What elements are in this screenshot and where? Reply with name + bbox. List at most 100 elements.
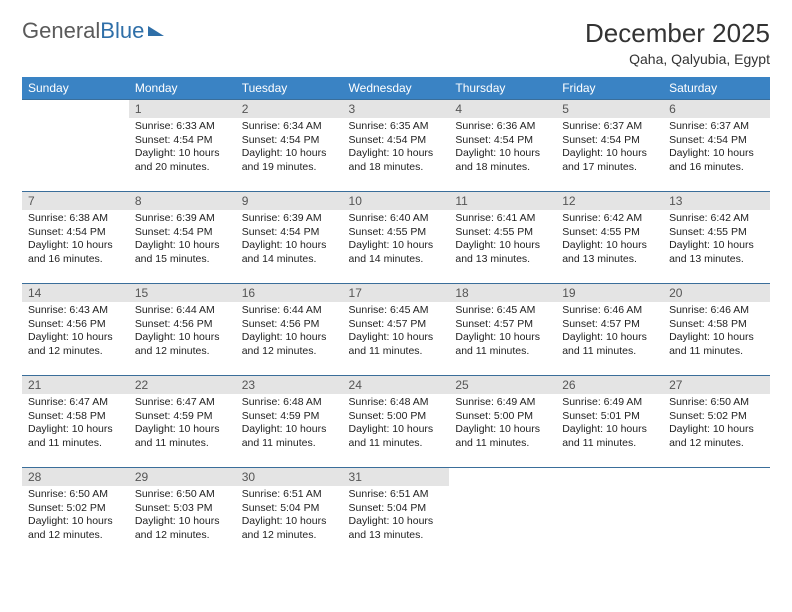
calendar-cell: 16Sunrise: 6:44 AMSunset: 4:56 PMDayligh… — [236, 284, 343, 376]
day-line: Sunset: 4:57 PM — [455, 318, 550, 332]
day-line: and 11 minutes. — [242, 437, 337, 451]
day-line: Sunrise: 6:35 AM — [349, 120, 444, 134]
day-body: Sunrise: 6:34 AMSunset: 4:54 PMDaylight:… — [236, 118, 343, 179]
calendar-cell: 20Sunrise: 6:46 AMSunset: 4:58 PMDayligh… — [663, 284, 770, 376]
day-line: Daylight: 10 hours — [669, 331, 764, 345]
day-line: Sunset: 4:56 PM — [28, 318, 123, 332]
header: GeneralBlue December 2025 Qaha, Qalyubia… — [22, 18, 770, 67]
day-line: Sunset: 4:54 PM — [135, 134, 230, 148]
day-line: Daylight: 10 hours — [28, 239, 123, 253]
day-line: Daylight: 10 hours — [28, 423, 123, 437]
day-number: 3 — [343, 100, 450, 118]
day-line: Sunset: 4:57 PM — [349, 318, 444, 332]
calendar-cell — [22, 100, 129, 192]
day-line: Sunset: 4:56 PM — [242, 318, 337, 332]
day-line: Sunset: 4:59 PM — [135, 410, 230, 424]
day-body: Sunrise: 6:37 AMSunset: 4:54 PMDaylight:… — [663, 118, 770, 179]
day-line: Sunrise: 6:48 AM — [349, 396, 444, 410]
calendar-cell: 12Sunrise: 6:42 AMSunset: 4:55 PMDayligh… — [556, 192, 663, 284]
day-line: Sunrise: 6:47 AM — [135, 396, 230, 410]
calendar-row: 1Sunrise: 6:33 AMSunset: 4:54 PMDaylight… — [22, 100, 770, 192]
day-line: and 12 minutes. — [135, 345, 230, 359]
calendar-row: 21Sunrise: 6:47 AMSunset: 4:58 PMDayligh… — [22, 376, 770, 468]
day-line: Sunset: 4:54 PM — [242, 134, 337, 148]
day-body: Sunrise: 6:48 AMSunset: 4:59 PMDaylight:… — [236, 394, 343, 455]
day-body: Sunrise: 6:46 AMSunset: 4:58 PMDaylight:… — [663, 302, 770, 363]
calendar-cell: 5Sunrise: 6:37 AMSunset: 4:54 PMDaylight… — [556, 100, 663, 192]
day-line: Sunrise: 6:46 AM — [669, 304, 764, 318]
calendar-cell: 11Sunrise: 6:41 AMSunset: 4:55 PMDayligh… — [449, 192, 556, 284]
day-number: 25 — [449, 376, 556, 394]
day-line: and 12 minutes. — [28, 529, 123, 543]
day-line: and 12 minutes. — [669, 437, 764, 451]
day-line: Daylight: 10 hours — [242, 515, 337, 529]
day-line: Sunset: 4:54 PM — [562, 134, 657, 148]
calendar-cell: 6Sunrise: 6:37 AMSunset: 4:54 PMDaylight… — [663, 100, 770, 192]
day-number: 26 — [556, 376, 663, 394]
day-line: Daylight: 10 hours — [562, 147, 657, 161]
calendar-cell: 26Sunrise: 6:49 AMSunset: 5:01 PMDayligh… — [556, 376, 663, 468]
weekday-header: Tuesday — [236, 77, 343, 100]
day-line: Sunrise: 6:49 AM — [562, 396, 657, 410]
day-line: Daylight: 10 hours — [455, 239, 550, 253]
day-line: Sunset: 4:54 PM — [242, 226, 337, 240]
calendar-cell: 4Sunrise: 6:36 AMSunset: 4:54 PMDaylight… — [449, 100, 556, 192]
day-body: Sunrise: 6:50 AMSunset: 5:02 PMDaylight:… — [663, 394, 770, 455]
day-body: Sunrise: 6:37 AMSunset: 4:54 PMDaylight:… — [556, 118, 663, 179]
day-line: Sunrise: 6:40 AM — [349, 212, 444, 226]
day-line: Daylight: 10 hours — [135, 147, 230, 161]
calendar-cell: 24Sunrise: 6:48 AMSunset: 5:00 PMDayligh… — [343, 376, 450, 468]
day-line: Sunrise: 6:44 AM — [135, 304, 230, 318]
day-number: 17 — [343, 284, 450, 302]
day-line: Sunrise: 6:45 AM — [349, 304, 444, 318]
day-line: Sunset: 4:55 PM — [349, 226, 444, 240]
day-line: and 11 minutes. — [135, 437, 230, 451]
day-body: Sunrise: 6:47 AMSunset: 4:59 PMDaylight:… — [129, 394, 236, 455]
weekday-header: Monday — [129, 77, 236, 100]
day-body: Sunrise: 6:35 AMSunset: 4:54 PMDaylight:… — [343, 118, 450, 179]
day-line: Daylight: 10 hours — [562, 423, 657, 437]
day-number: 6 — [663, 100, 770, 118]
day-line: Sunrise: 6:42 AM — [669, 212, 764, 226]
day-line: Daylight: 10 hours — [669, 239, 764, 253]
day-body: Sunrise: 6:51 AMSunset: 5:04 PMDaylight:… — [236, 486, 343, 547]
day-number: 21 — [22, 376, 129, 394]
day-line: and 14 minutes. — [242, 253, 337, 267]
day-line: and 13 minutes. — [455, 253, 550, 267]
calendar-cell: 15Sunrise: 6:44 AMSunset: 4:56 PMDayligh… — [129, 284, 236, 376]
calendar-body: 1Sunrise: 6:33 AMSunset: 4:54 PMDaylight… — [22, 100, 770, 560]
day-line: Sunset: 5:02 PM — [28, 502, 123, 516]
day-line: and 20 minutes. — [135, 161, 230, 175]
day-number: 16 — [236, 284, 343, 302]
day-line: and 11 minutes. — [455, 437, 550, 451]
logo-text-gray: General — [22, 18, 100, 44]
calendar-cell: 25Sunrise: 6:49 AMSunset: 5:00 PMDayligh… — [449, 376, 556, 468]
day-number: 2 — [236, 100, 343, 118]
calendar-cell: 30Sunrise: 6:51 AMSunset: 5:04 PMDayligh… — [236, 468, 343, 560]
day-line: Daylight: 10 hours — [135, 331, 230, 345]
day-line: and 13 minutes. — [349, 529, 444, 543]
calendar-table: SundayMondayTuesdayWednesdayThursdayFrid… — [22, 77, 770, 560]
day-body: Sunrise: 6:49 AMSunset: 5:00 PMDaylight:… — [449, 394, 556, 455]
day-line: Sunrise: 6:49 AM — [455, 396, 550, 410]
day-line: Sunrise: 6:33 AM — [135, 120, 230, 134]
weekday-header: Wednesday — [343, 77, 450, 100]
day-line: and 14 minutes. — [349, 253, 444, 267]
day-body: Sunrise: 6:47 AMSunset: 4:58 PMDaylight:… — [22, 394, 129, 455]
day-line: Daylight: 10 hours — [455, 147, 550, 161]
day-line: Sunset: 4:54 PM — [455, 134, 550, 148]
day-line: Sunset: 4:58 PM — [28, 410, 123, 424]
calendar-cell: 23Sunrise: 6:48 AMSunset: 4:59 PMDayligh… — [236, 376, 343, 468]
day-number: 20 — [663, 284, 770, 302]
day-number: 23 — [236, 376, 343, 394]
calendar-cell: 2Sunrise: 6:34 AMSunset: 4:54 PMDaylight… — [236, 100, 343, 192]
calendar-row: 28Sunrise: 6:50 AMSunset: 5:02 PMDayligh… — [22, 468, 770, 560]
day-line: Sunrise: 6:41 AM — [455, 212, 550, 226]
day-line: Sunrise: 6:51 AM — [242, 488, 337, 502]
day-number: 27 — [663, 376, 770, 394]
day-line: and 12 minutes. — [28, 345, 123, 359]
day-number: 31 — [343, 468, 450, 486]
day-line: and 16 minutes. — [669, 161, 764, 175]
day-body: Sunrise: 6:43 AMSunset: 4:56 PMDaylight:… — [22, 302, 129, 363]
day-line: Sunrise: 6:37 AM — [669, 120, 764, 134]
